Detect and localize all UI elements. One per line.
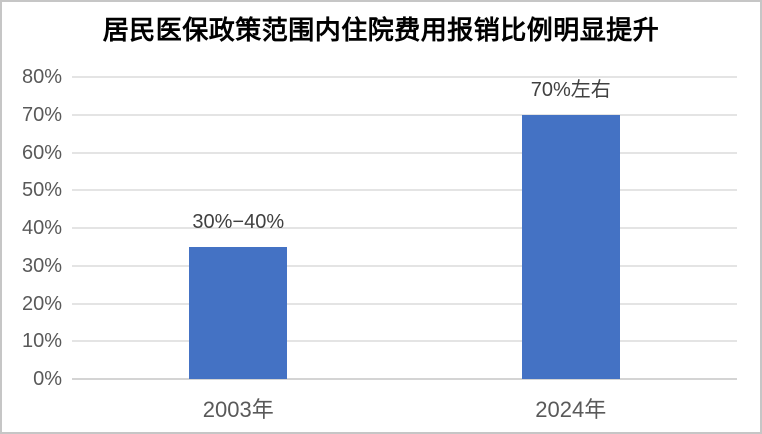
gridline <box>72 76 737 78</box>
gridline <box>72 113 737 116</box>
x-axis: 2003年 2024年 <box>72 397 737 427</box>
x-tick-label: 2024年 <box>535 397 607 422</box>
plot-area: 30%−40% 70%左右 <box>72 76 737 380</box>
bar <box>189 246 288 379</box>
y-tick-label: 30% <box>21 254 62 277</box>
chart-title: 居民医保政策范围内住院费用报销比例明显提升 <box>102 15 660 45</box>
gridline <box>72 302 737 305</box>
y-tick-label: 0% <box>33 368 62 390</box>
y-axis: 0% 10% 20% 30% 40% 50% 60% 70% 80% <box>2 67 62 389</box>
y-tick-label: 10% <box>21 330 62 353</box>
gridline <box>72 189 737 192</box>
x-axis-line <box>72 378 737 380</box>
gridline <box>72 151 737 154</box>
gridline <box>72 264 737 267</box>
y-tick-label: 50% <box>21 179 62 202</box>
y-tick-label: 80% <box>21 66 62 88</box>
y-tick-label: 60% <box>21 141 62 164</box>
data-label: 30%−40% <box>192 210 285 233</box>
data-label: 70%左右 <box>530 78 611 101</box>
bar <box>521 114 620 379</box>
gridline <box>72 340 737 343</box>
gridline <box>72 227 737 229</box>
y-tick-label: 40% <box>21 217 62 239</box>
x-tick-label: 2003年 <box>202 397 274 422</box>
y-tick-label: 20% <box>21 292 62 315</box>
y-tick-label: 70% <box>21 103 62 126</box>
